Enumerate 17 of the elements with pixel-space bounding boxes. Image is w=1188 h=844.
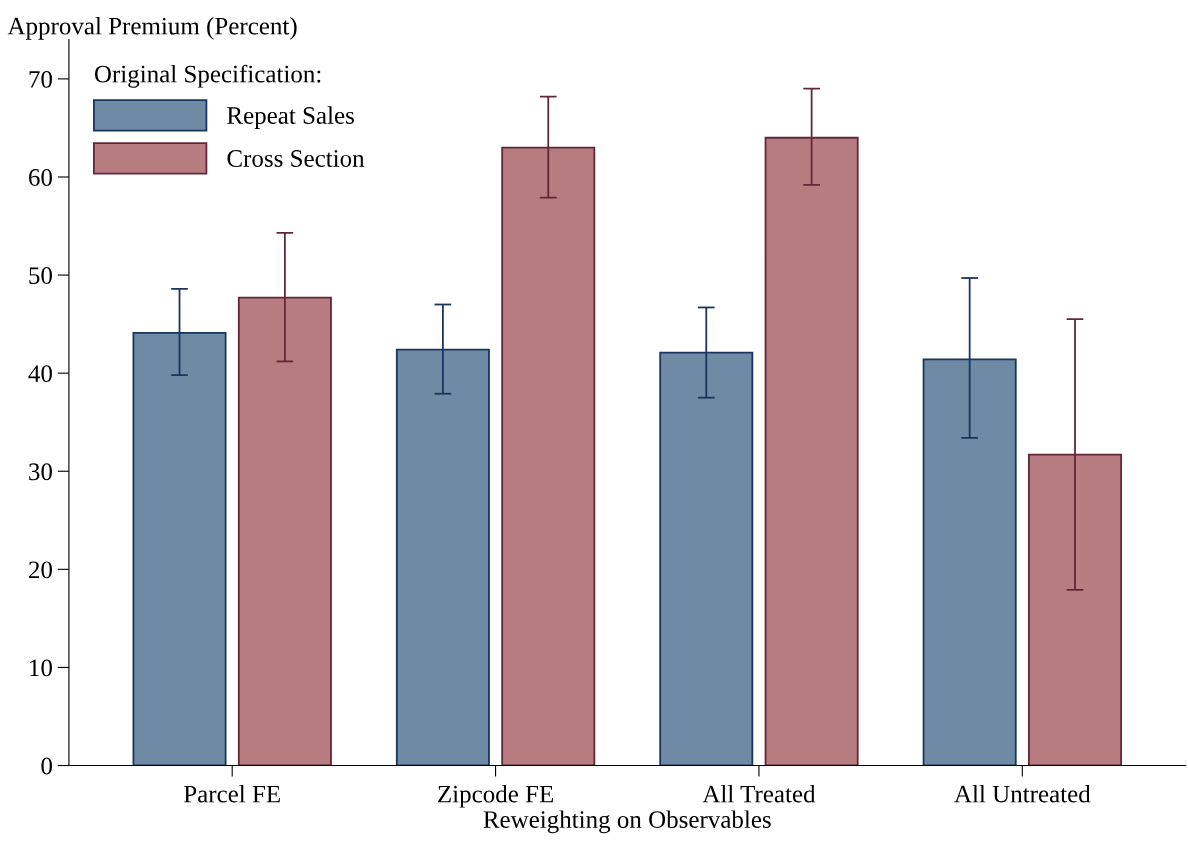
- x-axis-title: Reweighting on Observables: [483, 810, 771, 834]
- y-tick-label: 10: [30, 659, 52, 677]
- x-tick-label: All Treated: [702, 784, 816, 803]
- y-tick-label: 30: [29, 463, 52, 481]
- x-tick-label: Parcel FE: [183, 784, 280, 803]
- y-tick-label: 40: [28, 365, 52, 383]
- legend-label: Repeat Sales: [227, 106, 354, 129]
- y-tick-label: 0: [41, 757, 52, 775]
- x-tick-label: Zipcode FE: [438, 784, 553, 808]
- legend-label: Cross Section: [227, 150, 365, 167]
- y-tick-label: 60: [29, 169, 52, 186]
- y-tick-label: 70: [29, 70, 52, 88]
- legend-title: Original Specification:: [94, 64, 321, 88]
- y-axis-title: Approval Premium (Percent): [7, 17, 297, 40]
- y-tick-label: 50: [29, 267, 52, 284]
- y-tick-label: 20: [29, 561, 52, 579]
- x-tick-label: All Untreated: [954, 784, 1091, 803]
